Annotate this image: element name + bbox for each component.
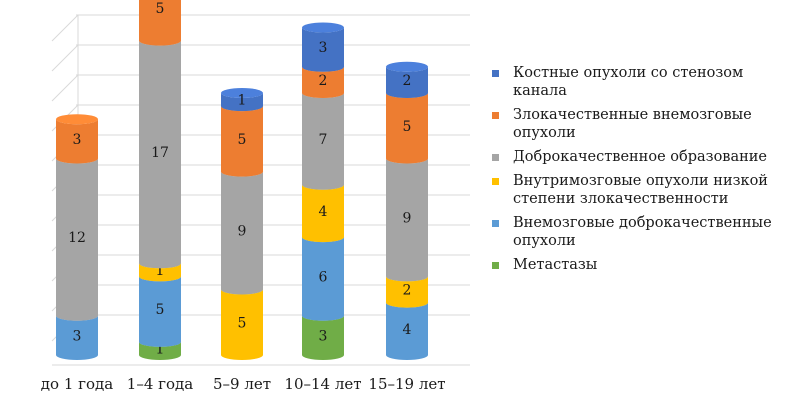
data-label: 1 — [238, 93, 247, 109]
x-tick-label: 5–9 лет — [213, 375, 271, 393]
bar-stack: 5 9 5 1 — [221, 88, 263, 360]
gridline-depth — [51, 14, 79, 42]
bar-segment — [302, 237, 344, 321]
data-label: 17 — [151, 145, 169, 161]
bar-segment — [139, 263, 181, 282]
bar-segment — [302, 93, 344, 190]
data-label: 9 — [403, 210, 412, 226]
x-tick-label: 15–19 лет — [368, 375, 445, 393]
bar-stack: 3 6 4 7 2 3 — [302, 22, 344, 360]
legend-label: Внутримозговые опухоли низкой степени зл… — [513, 173, 768, 207]
legend-swatch — [492, 220, 499, 227]
bar-segment — [56, 315, 98, 360]
bar-segment — [221, 93, 263, 112]
bar-stack: 3 12 3 — [56, 114, 98, 360]
legend-item: Доброкачественное образование — [492, 148, 792, 166]
gridline-depth — [51, 74, 79, 102]
data-label: 5 — [156, 1, 165, 17]
data-label: 12 — [68, 230, 86, 246]
data-label: 3 — [73, 328, 82, 344]
x-tick-label: 10–14 лет — [284, 375, 361, 393]
data-label: 5 — [156, 302, 165, 318]
bar-segment — [139, 341, 181, 360]
legend-label: Костные опухоли со стенозом канала — [513, 65, 744, 99]
legend-label: Метастазы — [513, 257, 598, 273]
legend-swatch — [492, 154, 499, 161]
bar-segment — [139, 40, 181, 269]
bar-segment — [302, 184, 344, 243]
legend-item: Метастазы — [492, 256, 792, 274]
legend-item: Костные опухоли со стенозом канала — [492, 64, 792, 100]
bar-segment — [56, 119, 98, 164]
bar-segment-cap — [386, 61, 428, 72]
chart-legend: Костные опухоли со стенозом канала Злокач… — [492, 64, 792, 280]
legend-swatch — [492, 262, 499, 269]
bar-segment — [386, 93, 428, 164]
legend-swatch — [492, 112, 499, 119]
legend-item: Внемозговые доброкачественные опухоли — [492, 214, 792, 250]
bar-segment-cap — [221, 88, 263, 98]
bar-segment — [386, 276, 428, 308]
data-label: 1 — [156, 263, 165, 279]
legend-swatch — [492, 178, 499, 185]
data-label: 2 — [319, 73, 328, 89]
data-label: 3 — [319, 40, 328, 56]
legend-swatch — [492, 70, 499, 77]
bar-stack: 4 2 9 5 2 — [386, 61, 428, 360]
data-label: 3 — [73, 132, 82, 148]
bar-segment — [386, 66, 428, 98]
legend-item: Внутримозговые опухоли низкой степени зл… — [492, 172, 792, 208]
data-label: 2 — [403, 283, 412, 299]
data-label: 5 — [238, 315, 247, 331]
data-label: 5 — [238, 132, 247, 148]
legend-label: Злокачественные внемозговые опухоли — [513, 107, 752, 141]
bar-segment — [221, 171, 263, 295]
legend-label: Внемозговые доброкачественные опухоли — [513, 215, 772, 249]
data-label: 6 — [319, 269, 328, 285]
bar-segment — [221, 106, 263, 177]
data-label: 9 — [238, 224, 247, 240]
bar-segment — [302, 27, 344, 72]
data-label: 7 — [319, 132, 328, 148]
data-label: 4 — [319, 204, 328, 220]
legend-label: Доброкачественное образование — [513, 149, 768, 165]
bar-segment-cap — [56, 114, 98, 125]
bar-segment — [139, 0, 181, 46]
data-label: 5 — [403, 119, 412, 135]
data-label: 1 — [156, 341, 165, 357]
x-tick-label: до 1 года — [41, 375, 113, 393]
bar-segment-cap — [302, 22, 344, 33]
gridline-depth — [51, 44, 79, 72]
data-label: 2 — [403, 73, 412, 89]
bar-segment — [302, 315, 344, 360]
bar-segment — [386, 158, 428, 282]
bar-segment — [302, 66, 344, 98]
bar-stack: 1 5 1 17 5 — [139, 0, 181, 360]
data-label: 3 — [319, 328, 328, 344]
bar-segment — [56, 158, 98, 321]
x-tick-label: 1–4 года — [127, 375, 193, 393]
data-label: 4 — [403, 322, 412, 338]
bar-segment — [139, 276, 181, 347]
bar-segment — [221, 289, 263, 360]
legend-item: Злокачественные внемозговые опухоли — [492, 106, 792, 142]
bar-segment — [386, 302, 428, 360]
